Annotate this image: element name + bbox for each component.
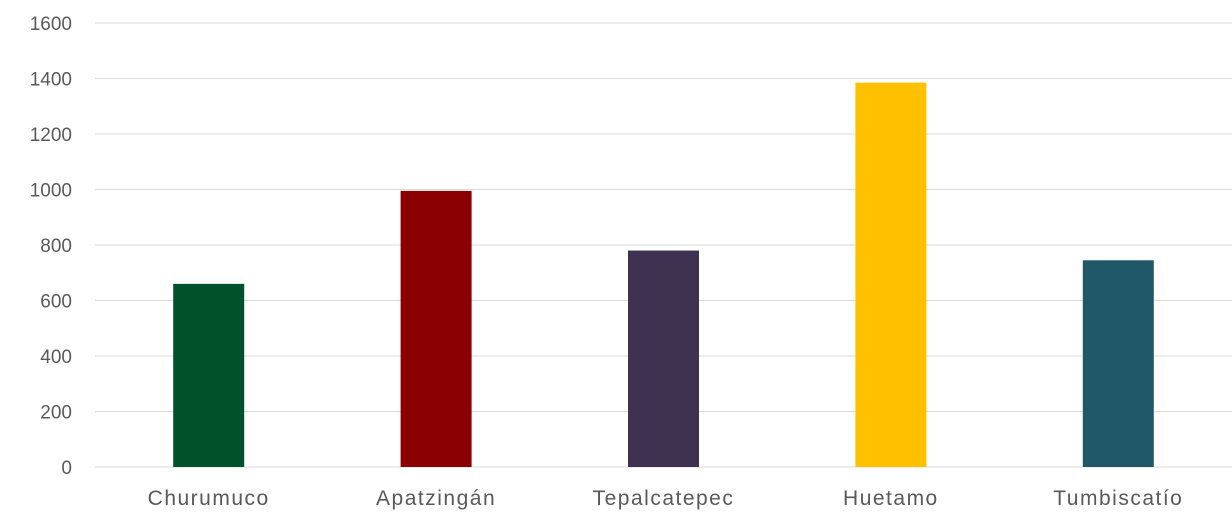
y-tick-label: 1000 (30, 181, 72, 202)
x-category-label: Churumuco (148, 487, 270, 510)
x-category-label: Tepalcatepec (593, 487, 735, 510)
bar-tumbiscatio (1082, 260, 1154, 467)
y-tick-label: 400 (40, 347, 72, 368)
y-tick-label: 600 (40, 292, 72, 313)
y-tick-label: 1600 (30, 14, 72, 35)
x-category-label: Tumbiscatío (1053, 487, 1183, 510)
y-tick-label: 0 (61, 458, 72, 479)
y-axis-tick-labels: 0 200 400 600 800 1000 1200 1400 1600 (30, 14, 72, 479)
bar-huetamo (855, 82, 927, 467)
y-tick-label: 200 (40, 403, 72, 424)
x-axis-category-labels: Churumuco Apatzingán Tepalcatepec Huetamo Tu… (148, 487, 1183, 510)
gridlines (95, 22, 1232, 468)
y-tick-label: 1200 (30, 125, 72, 146)
bar-apatzingan (400, 190, 472, 467)
y-tick-label: 800 (40, 236, 72, 257)
y-tick-label: 1400 (30, 70, 72, 91)
x-category-label: Apatzingán (376, 487, 496, 510)
x-category-label: Huetamo (843, 487, 939, 510)
bar-tepalcatepec (628, 250, 699, 467)
bar-churumuco (173, 283, 245, 467)
bars (173, 82, 1154, 467)
